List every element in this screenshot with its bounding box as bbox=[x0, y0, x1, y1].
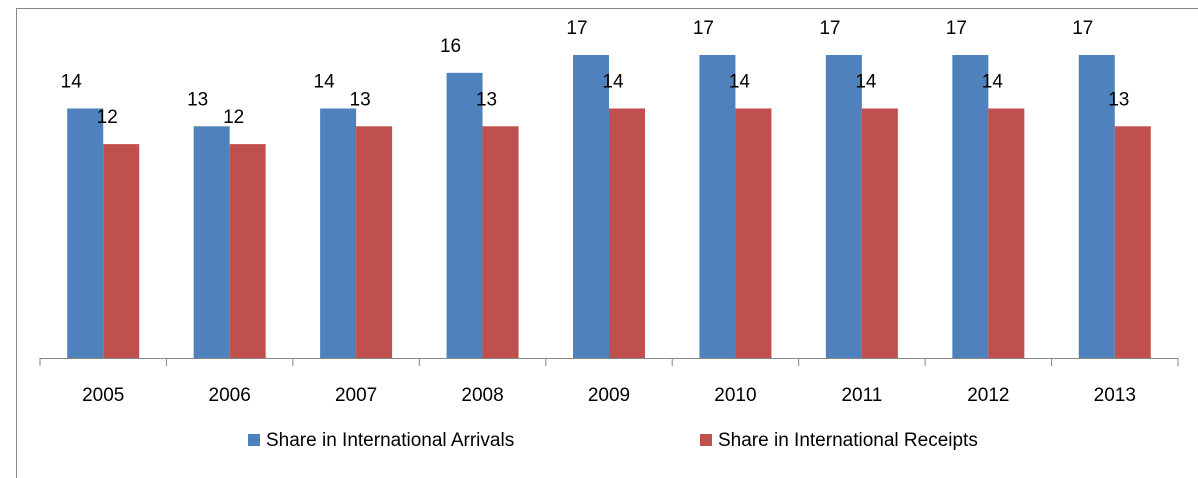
data-label: 17 bbox=[819, 18, 840, 39]
data-label: 12 bbox=[97, 107, 118, 128]
data-label: 13 bbox=[1108, 89, 1129, 110]
x-tick-label: 2008 bbox=[461, 385, 503, 406]
data-label: 17 bbox=[1072, 18, 1093, 39]
legend-label: Share in International Arrivals bbox=[266, 430, 514, 451]
data-label: 17 bbox=[946, 18, 967, 39]
data-label: 12 bbox=[223, 107, 244, 128]
legend-label: Share in International Receipts bbox=[718, 430, 978, 451]
data-label: 14 bbox=[602, 71, 624, 92]
bar bbox=[1114, 126, 1151, 358]
data-label: 16 bbox=[440, 36, 461, 57]
bar bbox=[482, 126, 519, 358]
bar bbox=[1078, 55, 1115, 358]
data-label: 13 bbox=[476, 89, 497, 110]
bar bbox=[699, 55, 736, 358]
bar bbox=[825, 55, 862, 358]
data-label: 14 bbox=[314, 71, 336, 92]
bar bbox=[735, 108, 772, 359]
bar bbox=[573, 55, 609, 358]
data-label: 13 bbox=[187, 89, 208, 110]
x-tick-label: 2012 bbox=[967, 385, 1009, 406]
x-tick-label: 2005 bbox=[82, 385, 124, 406]
bar bbox=[446, 72, 483, 358]
bar bbox=[952, 55, 989, 358]
x-tick-label: 2010 bbox=[714, 385, 756, 406]
bar bbox=[609, 108, 645, 359]
x-tick-label: 2013 bbox=[1094, 385, 1136, 406]
bar bbox=[193, 126, 230, 358]
bar bbox=[356, 126, 393, 358]
data-label: 14 bbox=[61, 71, 83, 92]
data-label: 13 bbox=[350, 89, 371, 110]
x-tick-label: 2011 bbox=[841, 385, 882, 406]
x-tick-label: 2009 bbox=[588, 385, 630, 406]
bar bbox=[988, 108, 1025, 359]
bar bbox=[229, 144, 266, 358]
bar bbox=[320, 108, 357, 359]
legend-swatch bbox=[700, 434, 712, 446]
data-label: 17 bbox=[693, 18, 714, 39]
x-tick-label: 2006 bbox=[209, 385, 251, 406]
bar bbox=[103, 144, 140, 358]
data-label: 14 bbox=[982, 71, 1004, 92]
legend-swatch bbox=[248, 434, 260, 446]
x-tick-label: 2007 bbox=[335, 385, 377, 406]
bar bbox=[67, 108, 104, 359]
bar bbox=[861, 108, 898, 359]
data-label: 14 bbox=[855, 71, 877, 92]
data-label: 17 bbox=[566, 18, 587, 39]
data-label: 14 bbox=[729, 71, 751, 92]
